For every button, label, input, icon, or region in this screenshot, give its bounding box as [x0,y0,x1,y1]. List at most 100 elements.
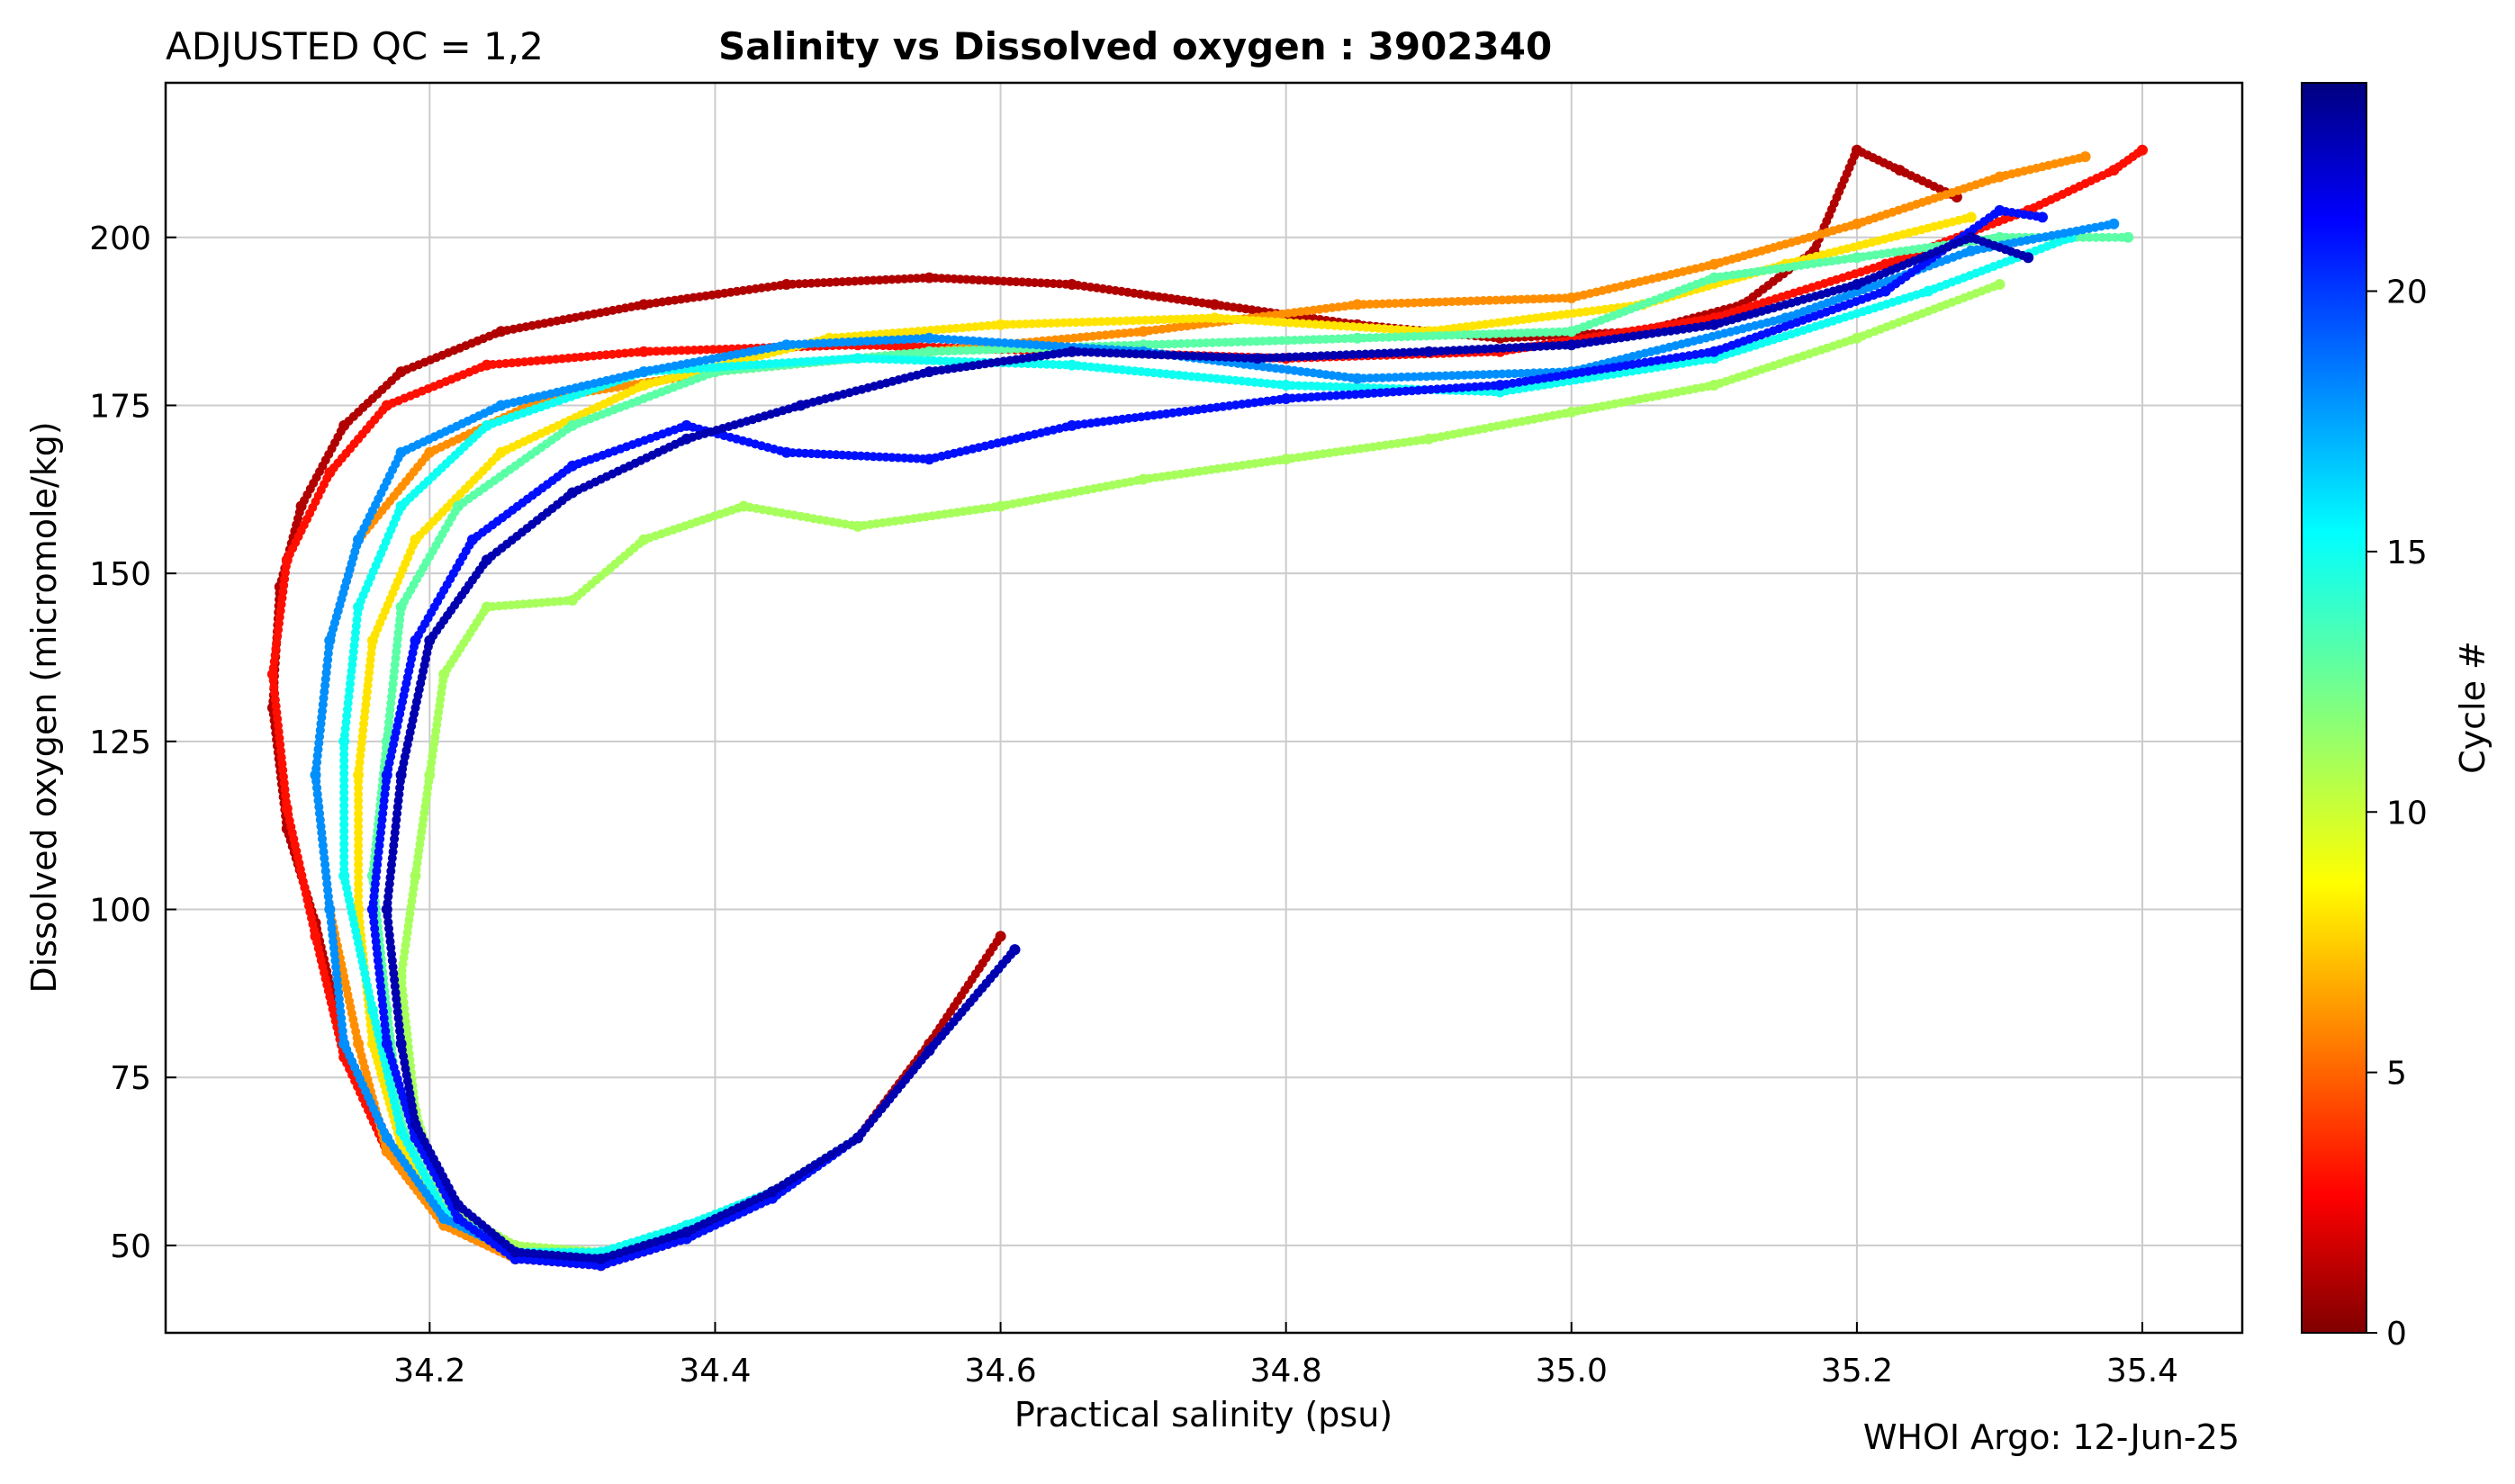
data-point [1402,332,1412,341]
data-point [354,808,364,818]
data-point [1390,332,1400,342]
data-point [885,355,894,364]
data-point [928,355,938,365]
data-point [1535,294,1545,304]
data-point [1140,315,1150,325]
data-point [1166,314,1176,324]
data-point [1554,327,1564,337]
data-point [1358,300,1368,310]
data-point [1522,294,1532,304]
x-axis-label: Practical salinity (psu) [1014,1395,1393,1435]
data-point [339,807,349,817]
data-point [1459,296,1469,306]
data-point [1434,371,1444,381]
data-point [1328,334,1337,344]
data-point [2085,232,2095,242]
data-point [355,758,365,767]
data-point [962,346,972,355]
data-point [1178,314,1188,324]
data-point [934,356,944,365]
data-point [1303,352,1313,361]
data-point [702,345,712,355]
data-point [1522,328,1532,337]
data-point [1338,382,1348,391]
data-point [1008,319,1018,329]
data-point [1528,368,1538,378]
data-point [943,346,953,356]
data-point [1384,373,1393,382]
data-point [1365,333,1375,343]
data-point [964,322,974,332]
data-point [1428,371,1438,381]
colorbar-tick-label: 0 [2386,1316,2407,1353]
data-point [1277,336,1286,346]
data-point [354,822,364,832]
data-point [344,692,354,702]
data-point [1214,337,1224,347]
data-point [2097,232,2107,242]
data-point [1535,328,1545,337]
data-point [1052,318,1062,328]
data-point [1214,352,1224,362]
y-axis-label: Dissolved oxygen (micromole/kg) [24,421,64,993]
data-point [937,346,947,356]
data-point [1208,352,1218,362]
data-point [1147,315,1157,325]
data-point [1040,319,1050,328]
data-point [671,346,681,355]
data-point [1344,382,1354,392]
data-point [1390,373,1400,382]
colorbar [2301,82,2367,1334]
data-point [1164,339,1174,349]
data-point [1290,336,1299,345]
data-point [1402,298,1412,308]
data-point [339,839,349,849]
data-point [969,346,978,355]
data-point [1315,335,1324,345]
data-point [1415,331,1425,341]
data-point [715,345,725,355]
data-point [323,655,333,665]
data-point [951,323,961,333]
data-point [1428,297,1438,307]
data-point [339,787,349,797]
data-point [2123,231,2134,243]
data-point [2108,218,2120,229]
series-cycle-15 [338,231,2077,1258]
data-point [354,828,364,838]
series-cycle-23 [381,231,2034,1264]
data-point [339,762,349,772]
data-point [2137,144,2148,156]
data-point [354,898,364,908]
data-point [1027,319,1037,328]
y-tick-label: 50 [110,1228,151,1265]
data-point [1227,337,1236,347]
data-point [1014,319,1024,329]
data-point [1390,299,1400,309]
data-point [1541,293,1551,303]
data-point [1266,353,1276,363]
data-point [2078,232,2088,242]
data-point [1334,334,1343,344]
data-point [339,865,349,875]
data-point [1335,350,1345,360]
data-point [1021,319,1031,328]
data-point [1191,314,1201,323]
data-point [1265,336,1274,346]
data-point [392,808,402,818]
data-point [1399,347,1408,357]
data-point [1994,231,2006,243]
data-point [1503,295,1513,305]
chart-title: Salinity vs Dissolved oxygen : 3902340 [718,24,1552,68]
data-point [1103,317,1113,327]
data-point [1366,349,1376,359]
data-point [1354,349,1364,359]
data-point [339,750,349,760]
data-point [2037,211,2048,223]
data-point [1409,331,1419,341]
data-point [1109,316,1119,326]
data-point [1510,369,1519,379]
data-point [1319,382,1329,391]
data-point [1371,373,1381,382]
data-point [1409,372,1419,382]
